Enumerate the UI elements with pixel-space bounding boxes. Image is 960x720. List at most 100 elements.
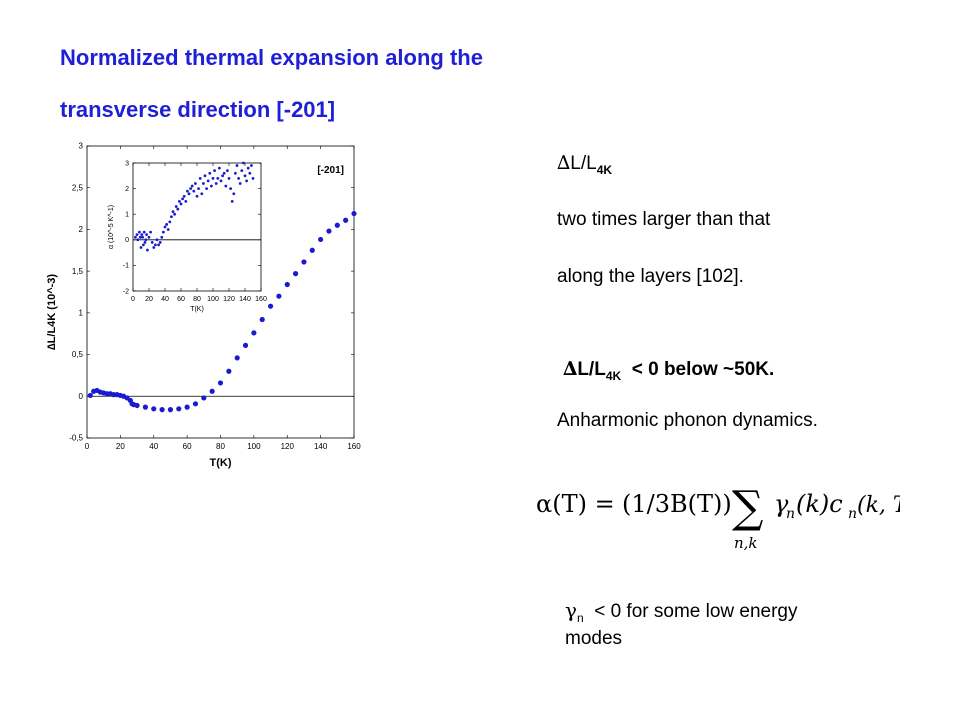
- main-series-label: [-201]: [317, 165, 344, 176]
- inset-data-point: [218, 166, 221, 170]
- main-data-point: [318, 236, 324, 243]
- inset-data-point: [195, 194, 199, 198]
- inset-data-point: [181, 197, 185, 201]
- formula-args: (k, T): [857, 493, 900, 518]
- main-data-point: [284, 281, 290, 288]
- inset-data-point: [194, 182, 197, 185]
- ratio-heading: ∆L/L4K: [557, 152, 612, 177]
- main-data-point: [326, 228, 332, 234]
- main-x-tick-label: 120: [281, 442, 295, 451]
- ratio-sub-2: 4K: [605, 369, 622, 383]
- main-y-tick-label: 0,5: [72, 350, 84, 359]
- inset-data-point: [182, 194, 186, 198]
- inset-data-point: [160, 235, 164, 239]
- main-x-tick-label: 0: [85, 442, 90, 451]
- formula-summand-rest: (k)c: [796, 490, 843, 518]
- main-data-point: [267, 303, 274, 309]
- inset-x-tick-label: 40: [161, 296, 169, 303]
- main-x-axis-label: T(K): [210, 457, 232, 469]
- main-data-point: [159, 407, 165, 413]
- inset-data-point: [144, 238, 148, 242]
- inset-data-point: [174, 205, 178, 208]
- formula-gamma: γ: [774, 490, 789, 518]
- main-data-point: [192, 401, 199, 407]
- inset-data-point: [210, 184, 213, 188]
- delta-symbol: ∆: [557, 152, 571, 174]
- inset-data-point: [134, 235, 137, 239]
- inset-data-point: [155, 238, 159, 242]
- inset-x-tick-label: 100: [207, 296, 219, 303]
- inset-data-point: [187, 192, 191, 196]
- inset-data-point: [189, 187, 193, 190]
- main-data-point: [343, 217, 349, 223]
- slide-title: Normalized thermal expansion along the t…: [60, 32, 483, 136]
- inset-x-tick-label: 60: [177, 296, 185, 303]
- inset-x-tick-label: 140: [239, 296, 251, 303]
- inset-data-point: [202, 182, 205, 185]
- main-data-point: [217, 380, 224, 386]
- inset-data-point: [192, 189, 196, 193]
- inset-x-tick-label: 80: [193, 296, 201, 303]
- main-data-point: [142, 404, 149, 410]
- inset-y-tick-label: 2: [125, 186, 129, 193]
- main-x-tick-label: 140: [314, 442, 328, 451]
- main-x-tick-label: 40: [149, 442, 158, 451]
- gamma-line: γn < 0 for some low energy: [565, 598, 798, 625]
- inset-data-point: [146, 248, 149, 252]
- inset-data-point: [203, 174, 207, 178]
- inset-data-point: [211, 176, 215, 180]
- inset-data-point: [173, 212, 177, 216]
- inset-data-point: [222, 171, 226, 175]
- inset-data-point: [135, 233, 139, 237]
- inset-data-point: [157, 243, 160, 247]
- thermal-expansion-chart: 0 20 40 60 80 100 120 140 160-0,500,511,522,53[-…: [46, 142, 361, 469]
- inset-data-point: [242, 161, 245, 165]
- inset-data-point: [138, 235, 142, 239]
- inset-data-point: [178, 200, 181, 203]
- formula-sum-index: n,k: [734, 534, 758, 552]
- main-data-point: [292, 271, 299, 277]
- inset-data-point: [230, 200, 234, 203]
- inset-data-point: [152, 246, 156, 249]
- inset-data-point: [171, 210, 175, 214]
- inset-data-point: [136, 238, 140, 242]
- gamma-line-2: modes: [565, 628, 623, 649]
- inset-data-point: [224, 184, 228, 188]
- main-data-point: [251, 330, 257, 336]
- main-data-point: [87, 392, 93, 399]
- main-y-axis-label: ∆L/L4K (10^-3): [46, 274, 58, 350]
- main-x-tick-label: 80: [216, 442, 225, 451]
- main-y-tick-label: -0,5: [69, 434, 83, 443]
- inset-data-point: [250, 164, 253, 167]
- formula-image: α(T) = (1/3B(T)) ∑ n,k γ n (k)c n (k, T): [536, 482, 900, 552]
- compare-line-2: along the layers [102].: [557, 266, 744, 287]
- ratio-main-2: L/L: [577, 359, 606, 380]
- inset-y-tick-label: -1: [123, 263, 129, 270]
- formula-c-sub: n: [848, 506, 857, 522]
- inset-data-point: [163, 225, 167, 229]
- negative-suffix: < 0 below ~50K.: [631, 359, 775, 380]
- main-data-point: [184, 404, 190, 410]
- main-data-point: [234, 355, 240, 361]
- inset-y-tick-label: 0: [125, 237, 129, 244]
- compare-line-1: two times larger than that: [557, 209, 771, 230]
- inset-data-point: [186, 189, 189, 193]
- inset-data-point: [200, 192, 204, 196]
- main-y-tick-label: 3: [79, 142, 84, 151]
- inset-data-point: [251, 176, 255, 180]
- inset-data-point: [170, 215, 173, 219]
- inset-data-point: [232, 192, 236, 196]
- inset-data-point: [234, 171, 237, 175]
- inset-data-point: [149, 230, 152, 234]
- gamma-text: < 0 for some low energy: [594, 601, 798, 622]
- inset-y-tick-label: 3: [125, 160, 129, 167]
- inset-data-point: [166, 228, 170, 231]
- inset-y-axis-label: α (10^-5 K^-1): [108, 205, 115, 249]
- anharmonic-line: Anharmonic phonon dynamics.: [557, 410, 818, 431]
- main-x-tick-label: 160: [347, 442, 361, 451]
- main-data-point: [176, 406, 182, 412]
- inset-y-tick-label: -2: [123, 288, 129, 295]
- inset-data-point: [141, 235, 144, 239]
- inset-data-point: [154, 243, 157, 247]
- delta-symbol-2: ∆: [563, 358, 578, 380]
